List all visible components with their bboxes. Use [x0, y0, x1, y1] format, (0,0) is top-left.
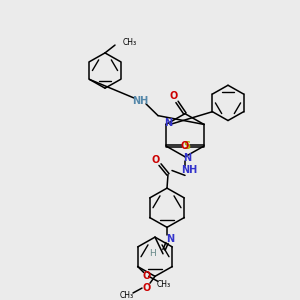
Text: CH₃: CH₃ — [120, 291, 134, 300]
Text: CH₃: CH₃ — [157, 280, 171, 289]
Text: N: N — [183, 153, 191, 163]
Text: O: O — [143, 283, 151, 293]
Text: O: O — [170, 91, 178, 101]
Text: NH: NH — [181, 166, 197, 176]
Text: H: H — [150, 249, 156, 258]
Text: N: N — [164, 118, 172, 128]
Text: S: S — [183, 141, 190, 151]
Text: O: O — [142, 271, 151, 281]
Text: O: O — [152, 155, 160, 165]
Text: O: O — [181, 141, 189, 151]
Text: NH: NH — [132, 96, 148, 106]
Text: CH₃: CH₃ — [123, 38, 137, 46]
Text: N: N — [166, 234, 174, 244]
